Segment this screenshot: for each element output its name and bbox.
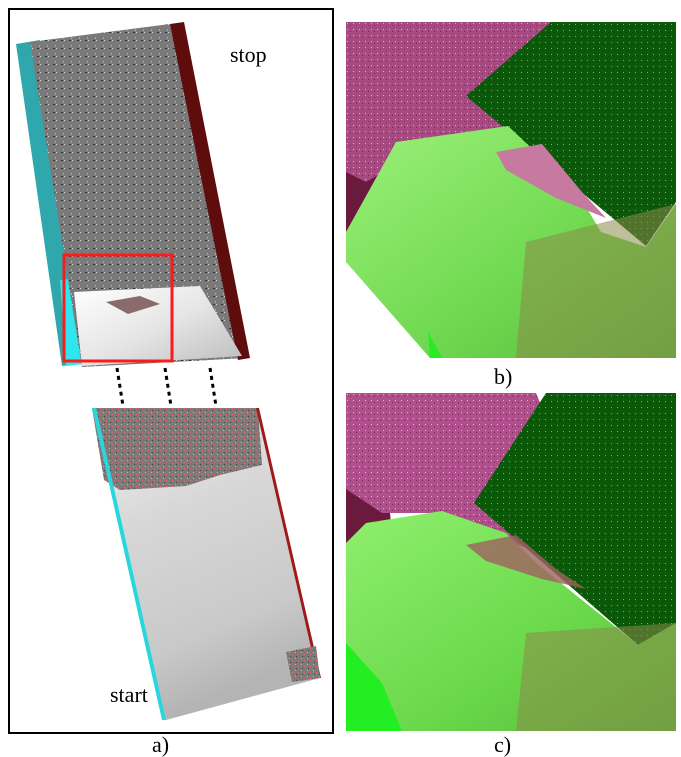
panel-c-image bbox=[346, 393, 676, 731]
upper-sar-strip bbox=[16, 22, 321, 720]
label-start: start bbox=[110, 682, 148, 707]
highlight-box bbox=[62, 253, 174, 363]
caption-a: a) bbox=[152, 732, 170, 757]
panel-b-image bbox=[346, 22, 676, 358]
caption-c: c) bbox=[494, 732, 512, 757]
caption-b: b) bbox=[494, 364, 513, 389]
label-stop: stop bbox=[230, 42, 267, 67]
panel-a-frame: stop start bbox=[8, 8, 334, 734]
